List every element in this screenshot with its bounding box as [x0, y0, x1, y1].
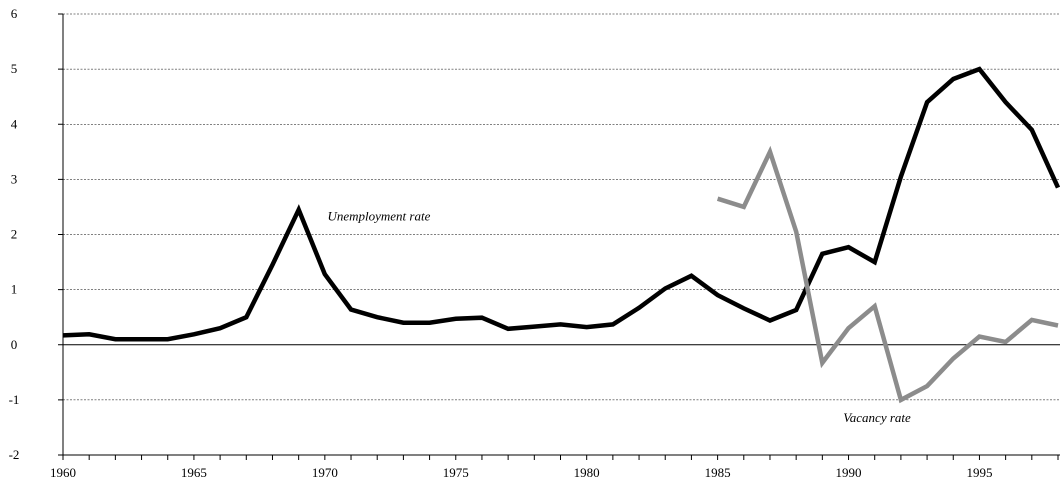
gridlines [63, 13, 1060, 456]
y-tick-label-0: 6 [11, 6, 18, 21]
x-tick-label-0: 1960 [50, 465, 76, 480]
y-tick-label-3: 3 [11, 171, 18, 186]
x-tick-label-2: 1970 [312, 465, 338, 480]
y-tick-label-8: -2 [9, 447, 20, 462]
series-lines [62, 66, 1060, 404]
tick-labels: 6 5 4 3 2 1 0 -1 -2 1960 1965 1970 1975 1980 1985 1990 1… [9, 6, 993, 480]
annotations: Unemployment rate Vacancy rate [327, 209, 911, 425]
x-tick-label-3: 1975 [443, 465, 469, 480]
x-tick-label-6: 1990 [836, 465, 862, 480]
y-tick-label-7: -1 [9, 392, 20, 407]
annotation-1: Vacancy rate [843, 410, 911, 425]
x-tick-label-5: 1985 [705, 465, 731, 480]
axes [58, 13, 1060, 460]
y-tick-label-5: 1 [11, 282, 18, 297]
y-tick-label-2: 4 [11, 116, 18, 131]
annotation-0: Unemployment rate [327, 209, 430, 224]
y-tick-label-1: 5 [11, 61, 18, 76]
series-line-1 [716, 145, 1059, 404]
x-tick-label-4: 1980 [574, 465, 600, 480]
x-tick-label-1: 1965 [181, 465, 207, 480]
series-line-0 [62, 66, 1060, 342]
x-tick-label-7: 1995 [966, 465, 992, 480]
y-tick-label-4: 2 [11, 227, 18, 242]
y-tick-label-6: 0 [11, 337, 18, 352]
